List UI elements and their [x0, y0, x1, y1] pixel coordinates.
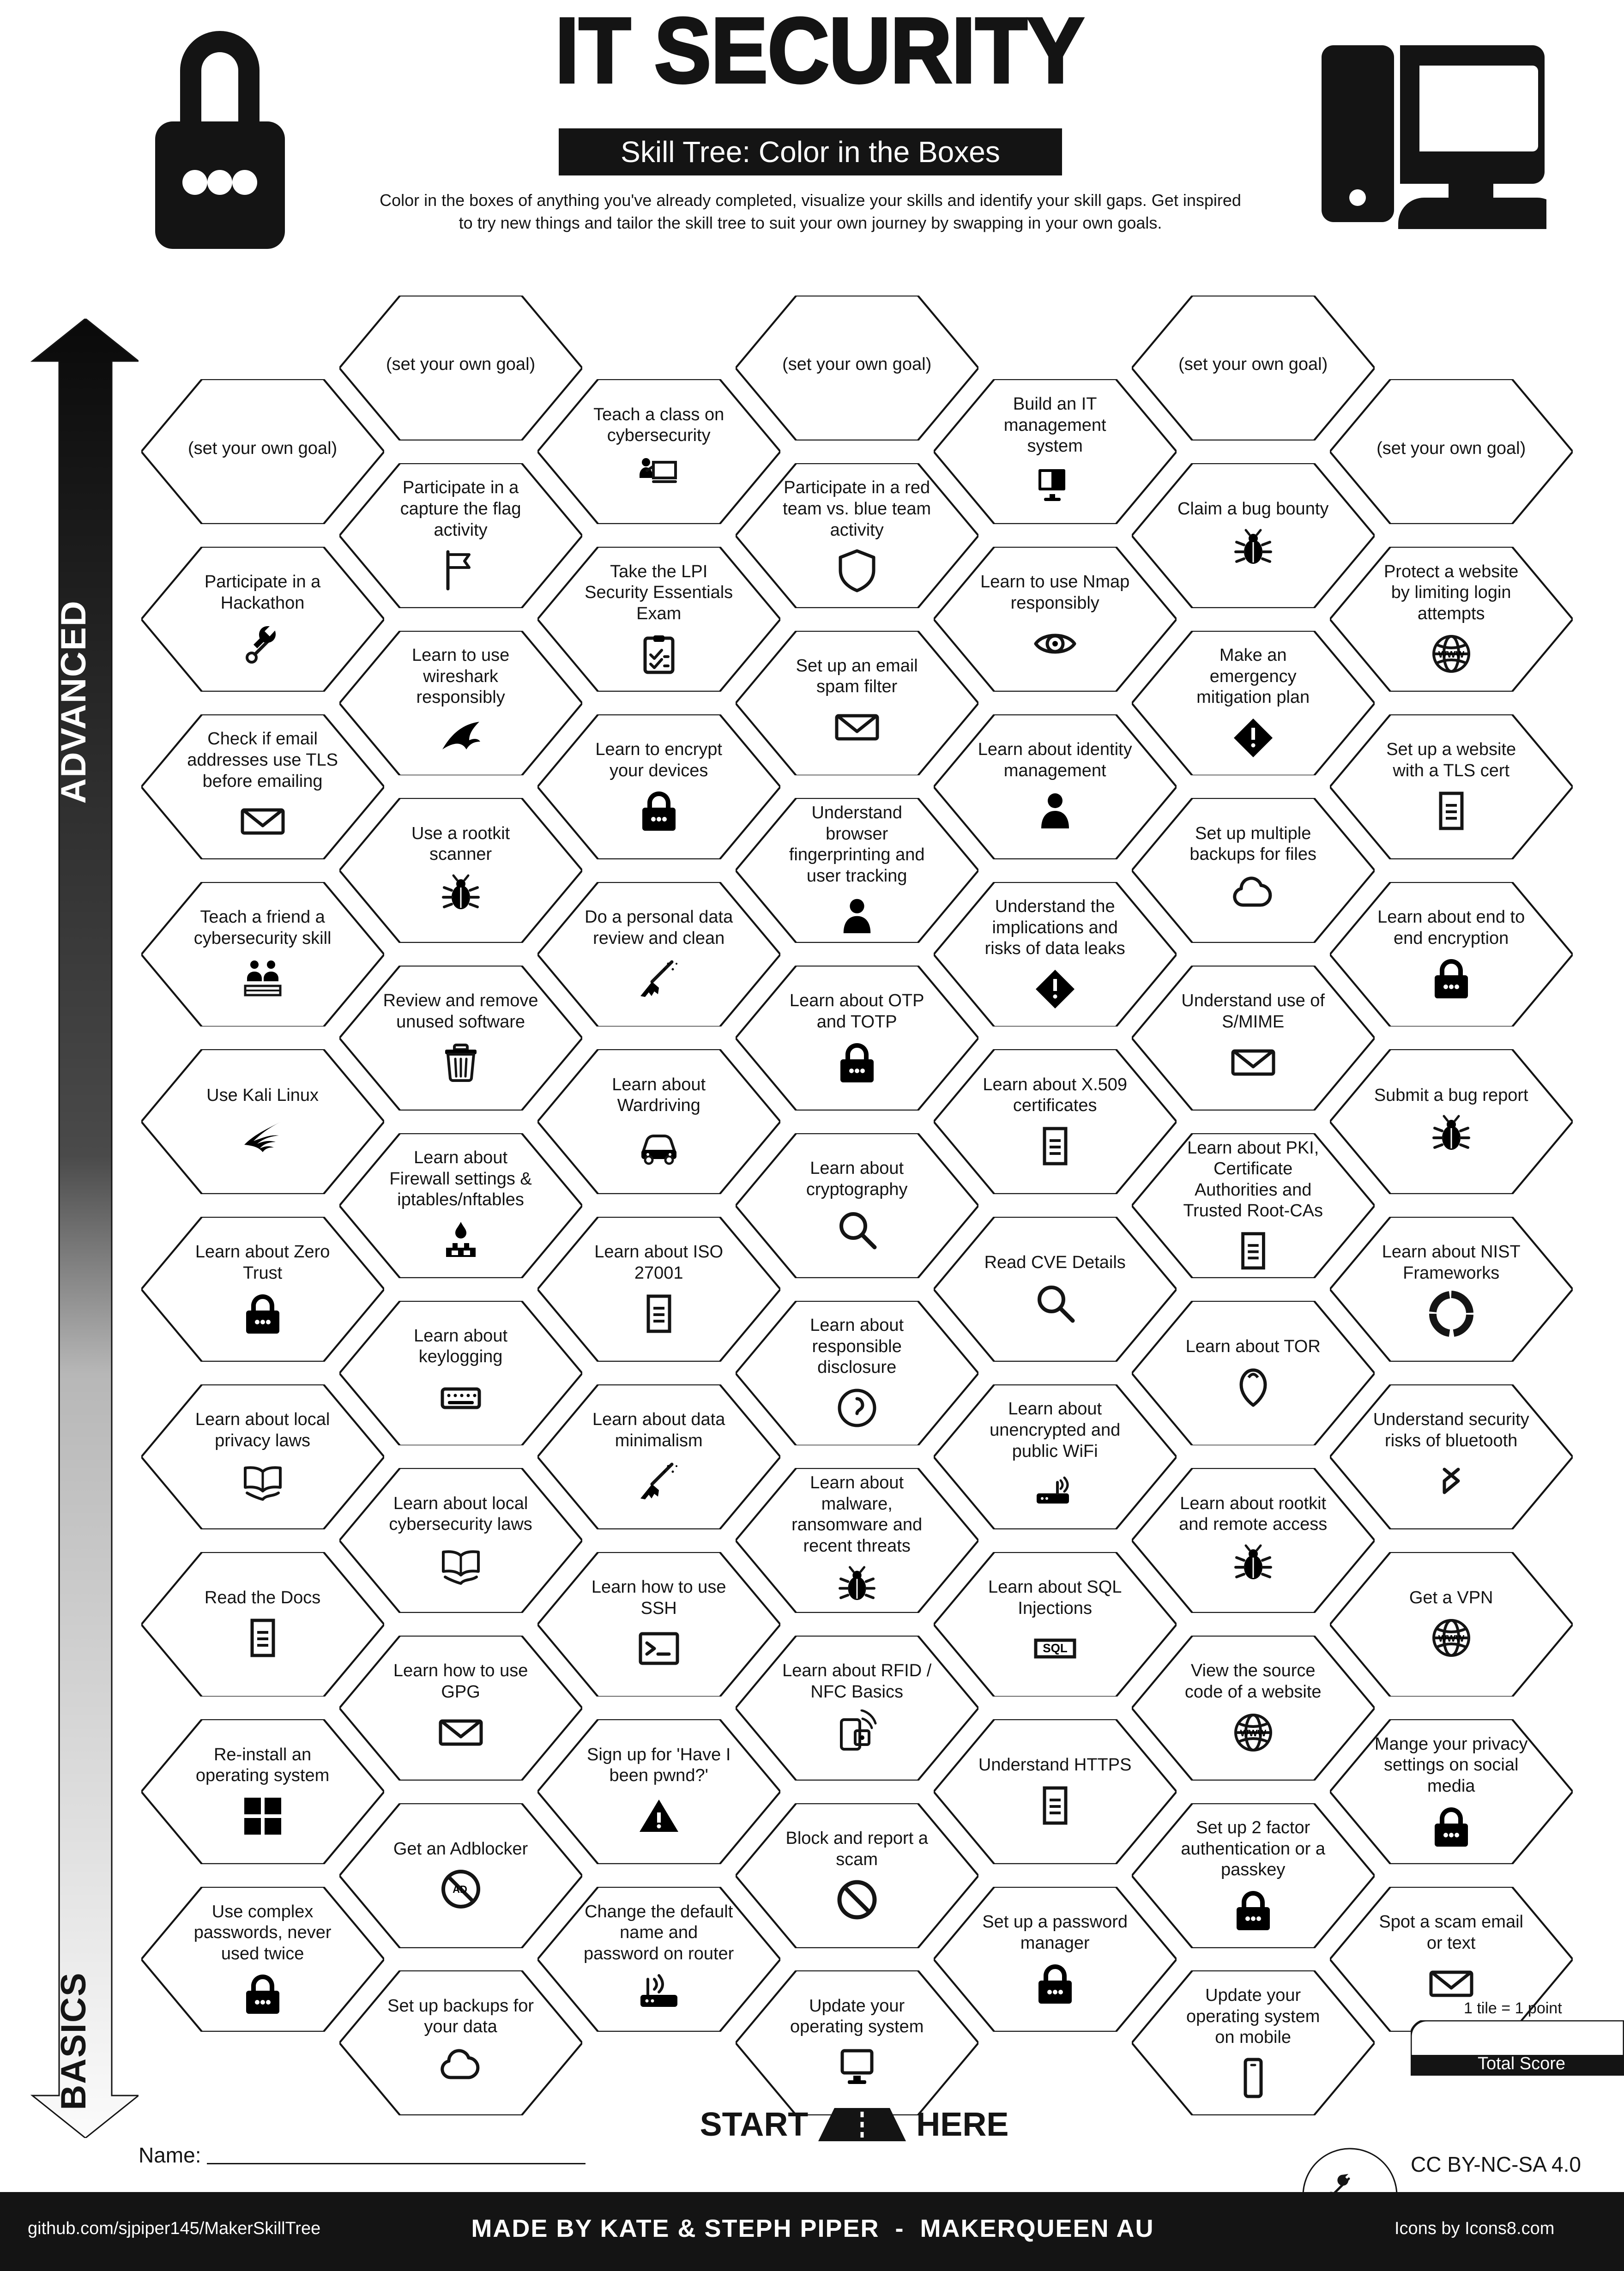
- svg-text:WWW: WWW: [1438, 650, 1464, 660]
- svg-text:WWW: WWW: [1240, 1728, 1266, 1739]
- svg-text:Total Score: Total Score: [1478, 2054, 1565, 2073]
- svg-text:ADVANCED: ADVANCED: [54, 600, 93, 803]
- svg-text:BASICS: BASICS: [54, 1972, 93, 2110]
- svg-text:AD: AD: [453, 1884, 467, 1895]
- svg-text:SQL: SQL: [1043, 1641, 1068, 1655]
- svg-text:WWW: WWW: [1438, 1634, 1464, 1644]
